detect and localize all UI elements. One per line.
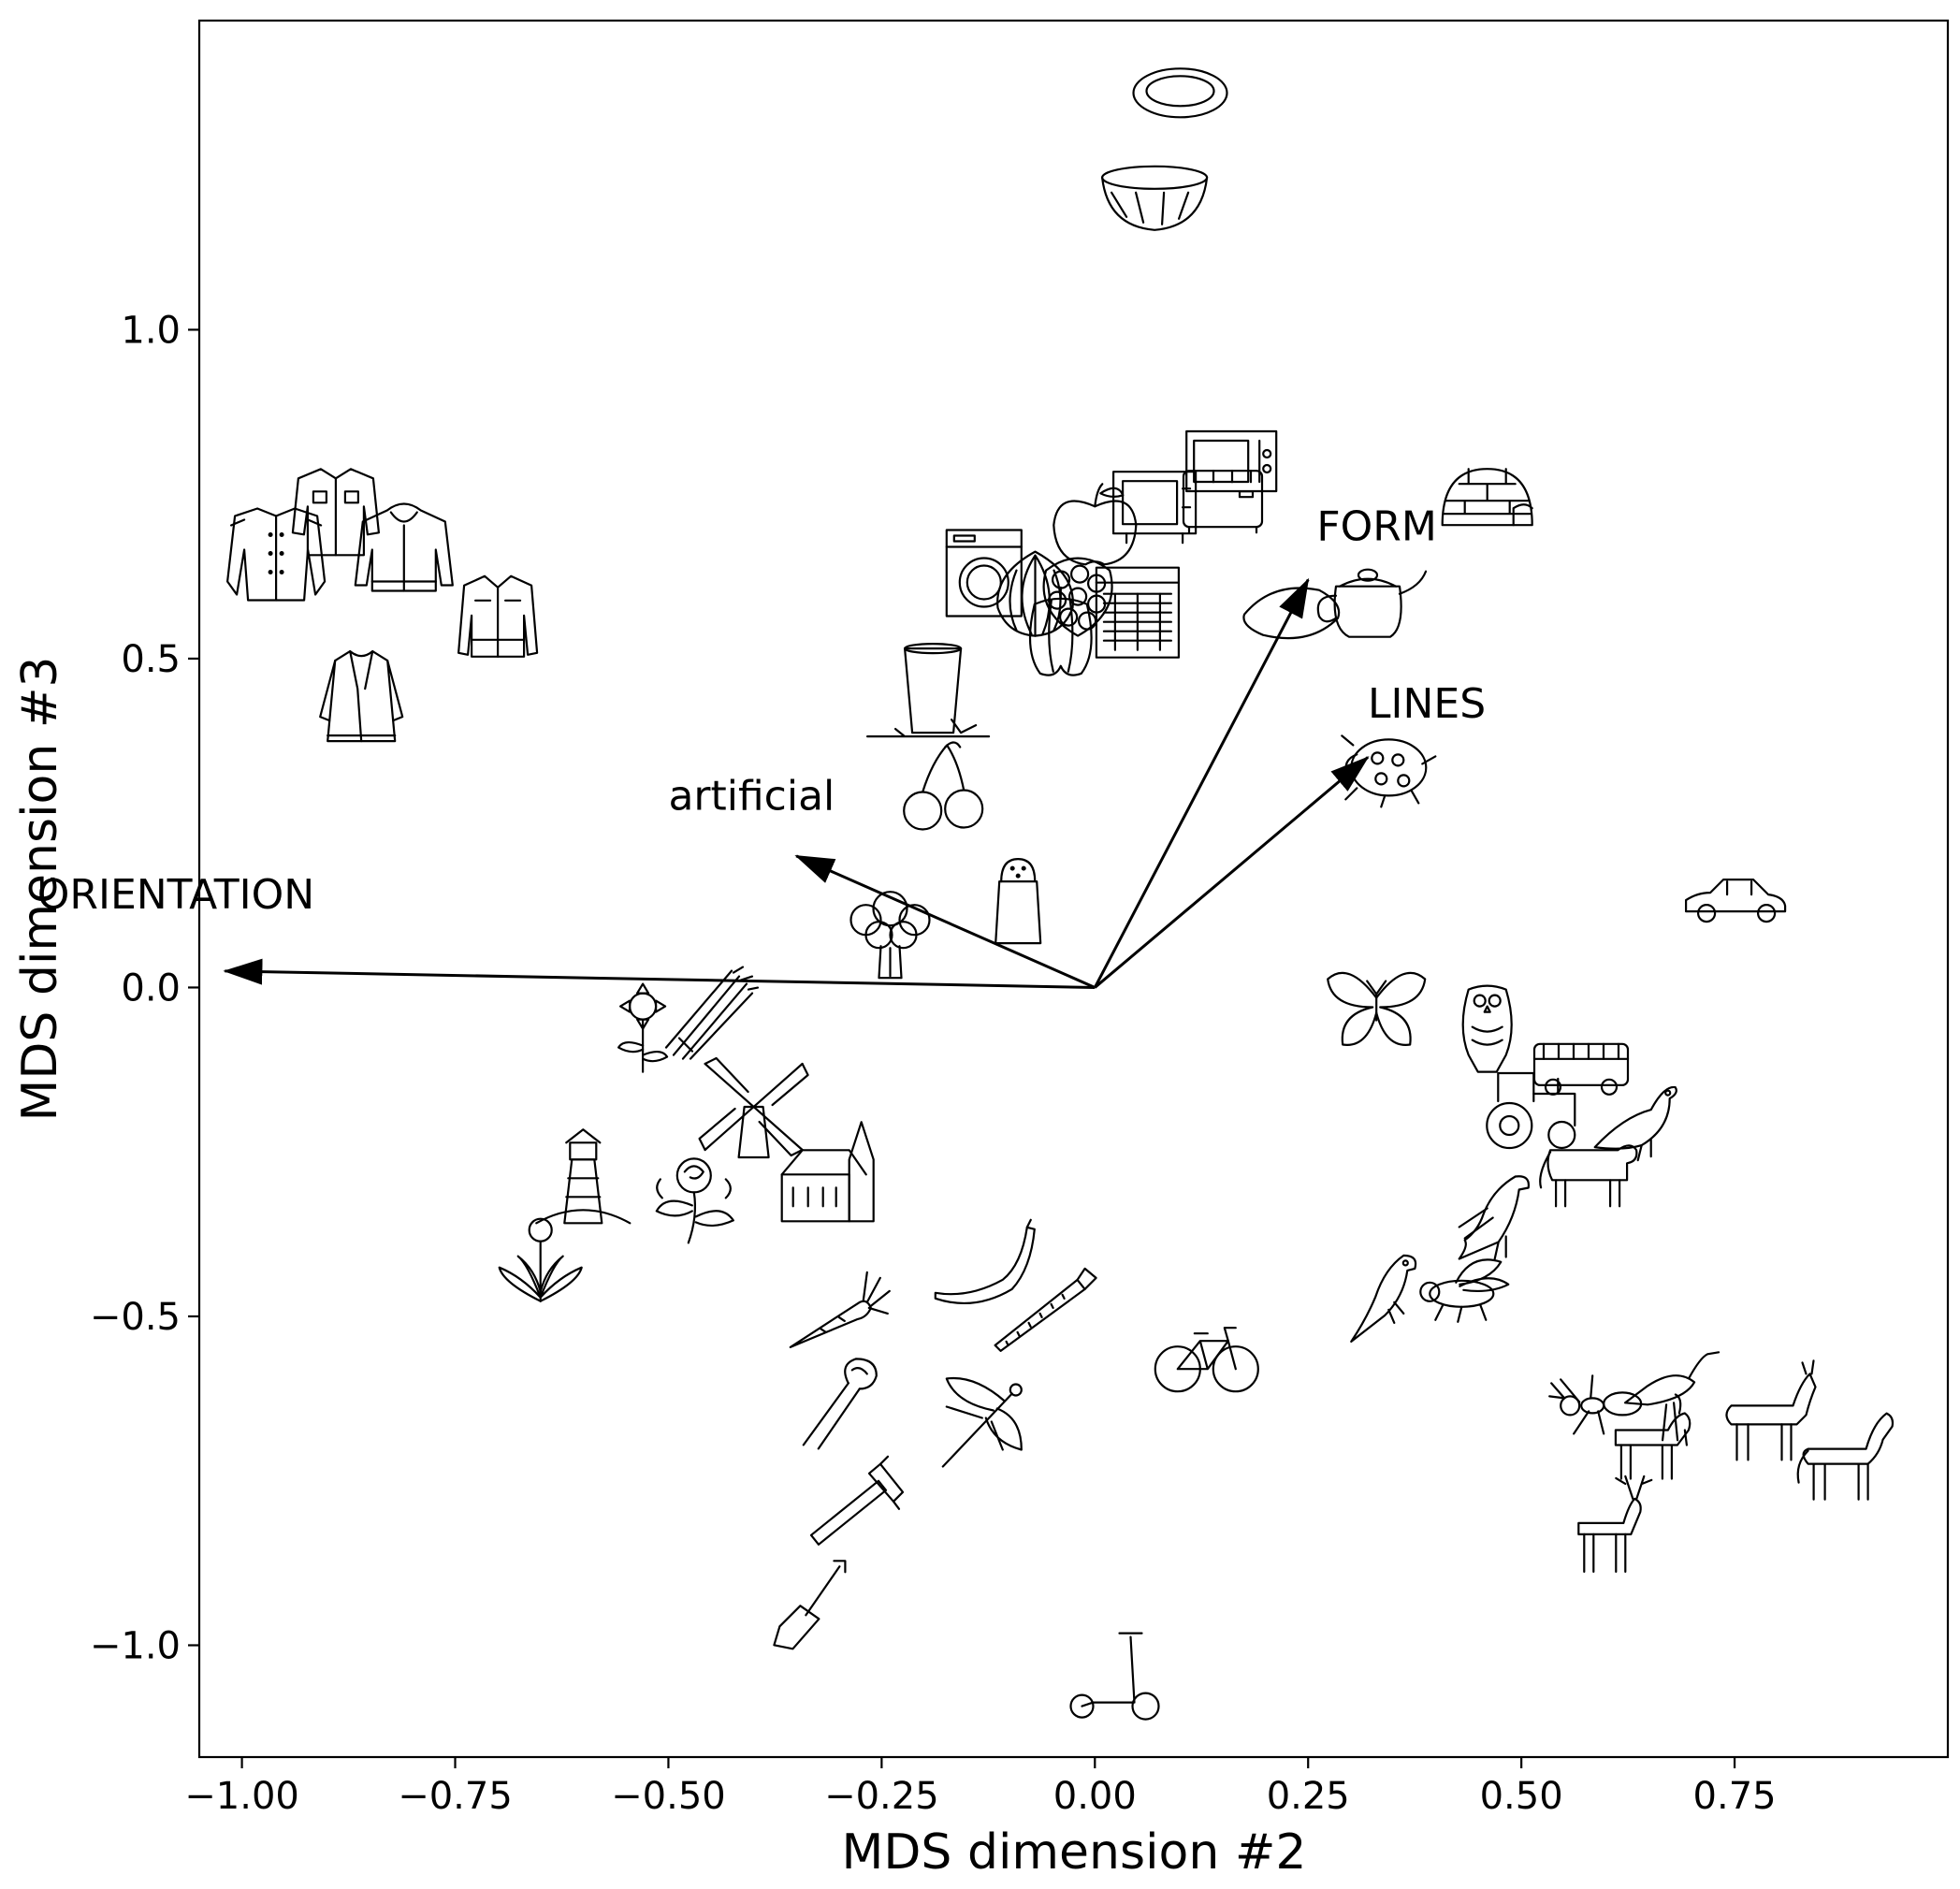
- vector-arrow-lines: [1094, 756, 1370, 989]
- x-tick-label: −1.00: [184, 1775, 299, 1818]
- marker-bowl-icon: [1100, 165, 1209, 231]
- axis-ticks: −1.00 −0.75 −0.50 −0.25 0.00 0.25 0.50 0.75 1.0 0…: [90, 309, 1777, 1818]
- marker-pepper-icon: [1028, 586, 1093, 676]
- y-tick-label: −0.5: [90, 1296, 181, 1339]
- marker-scooter-icon: [1069, 1632, 1160, 1721]
- marker-shovel-icon: [773, 1560, 847, 1650]
- marker-cherries-icon: [903, 741, 984, 831]
- marker-butterfly-icon: [1327, 971, 1427, 1046]
- x-tick-label: 0.75: [1693, 1775, 1777, 1818]
- marker-banana-icon: [934, 1218, 1036, 1305]
- marker-stork-icon: [1623, 1351, 1720, 1442]
- x-tick-label: 0.50: [1480, 1775, 1563, 1818]
- vector-arrow-orientation: [223, 958, 1096, 989]
- marker-microwave-icon: [1185, 429, 1278, 493]
- loading-vectors: ORIENTATION artificial FORM LINES: [37, 502, 1486, 989]
- marker-owl-icon: [1461, 984, 1513, 1073]
- marker-broccoli-icon: [849, 891, 931, 980]
- y-tick-label: 1.0: [121, 309, 181, 352]
- marker-hammer-icon: [809, 1455, 905, 1546]
- marker-donkey-icon: [1725, 1359, 1817, 1461]
- marker-rose-icon: [655, 1157, 734, 1244]
- marker-cow-icon: [1539, 1144, 1638, 1208]
- marker-fur-coat-icon: [319, 649, 404, 743]
- marker-eagle-icon: [1458, 1175, 1531, 1260]
- x-tick-label: −0.75: [398, 1775, 513, 1818]
- marker-shirt-icon: [291, 468, 380, 557]
- marker-bicycle-icon: [1154, 1327, 1259, 1393]
- marker-glass-icon: [865, 642, 991, 738]
- marker-horse-icon: [1796, 1412, 1895, 1501]
- marker-lighthouse-icon: [535, 1128, 632, 1225]
- marker-saw-icon: [994, 1267, 1097, 1353]
- axes: [197, 19, 1950, 1759]
- marker-ant-icon: [1548, 1374, 1643, 1435]
- marker-dandelion-icon: [498, 1217, 583, 1302]
- x-tick-label: −0.25: [824, 1775, 939, 1818]
- marker-parrot-icon: [1350, 1254, 1417, 1344]
- x-tick-label: −0.50: [611, 1775, 726, 1818]
- marker-church-icon: [780, 1121, 875, 1223]
- marker-asparagus-icon: [664, 966, 760, 1060]
- marker-dishwasher-icon: [1095, 566, 1181, 659]
- marker-plate-icon: [1132, 67, 1228, 119]
- vector-label-artificial: artificial: [668, 773, 835, 821]
- marker-television-icon: [1111, 471, 1198, 545]
- marker-goat-icon: [1614, 1393, 1691, 1480]
- marker-denim-jacket-icon: [457, 574, 539, 658]
- vector-label-lines: LINES: [1368, 680, 1486, 728]
- marker-teapot-icon: [1316, 568, 1428, 638]
- x-axis-label: MDS dimension #2: [842, 1824, 1307, 1881]
- x-tick-label: 0.00: [1053, 1775, 1137, 1818]
- marker-carrot-icon: [789, 1271, 891, 1349]
- marker-dragonfly-icon: [941, 1376, 1023, 1468]
- vector-label-orientation: ORIENTATION: [37, 871, 314, 919]
- marker-washing-machine-icon: [945, 529, 1023, 618]
- marker-igloo-icon: [1441, 468, 1533, 527]
- vector-label-form: FORM: [1316, 502, 1436, 550]
- marker-salt-shaker-icon: [995, 857, 1042, 945]
- marker-sunflower-icon: [617, 982, 669, 1073]
- y-axis-label: MDS dimension #3: [12, 657, 68, 1122]
- marker-car-icon: [1684, 878, 1787, 923]
- vector-arrow-artificial: [794, 854, 1096, 989]
- marker-ladybug-icon: [1341, 734, 1437, 808]
- marker-fly-icon: [1419, 1258, 1510, 1323]
- x-tick-label: 0.25: [1267, 1775, 1350, 1818]
- y-tick-label: 0.0: [121, 966, 181, 1010]
- marker-military-jacket-icon: [226, 507, 327, 602]
- marker-deer-icon: [1577, 1475, 1653, 1574]
- y-tick-label: 0.5: [121, 638, 181, 681]
- marker-hoodie-icon: [354, 502, 454, 592]
- marker-onion-icon: [996, 550, 1074, 637]
- marker-tractor-icon: [1486, 1071, 1576, 1150]
- marker-bus-icon: [1532, 1042, 1630, 1096]
- y-tick-label: −1.0: [90, 1624, 181, 1667]
- plot-frame: [197, 19, 1950, 1759]
- vector-arrow-form: [1093, 577, 1310, 989]
- marker-windmill-icon: [698, 1056, 809, 1159]
- picture-markers: [226, 67, 1895, 1721]
- marker-pincers-icon: [802, 1358, 878, 1450]
- marker-pigeon-icon: [1593, 1085, 1677, 1162]
